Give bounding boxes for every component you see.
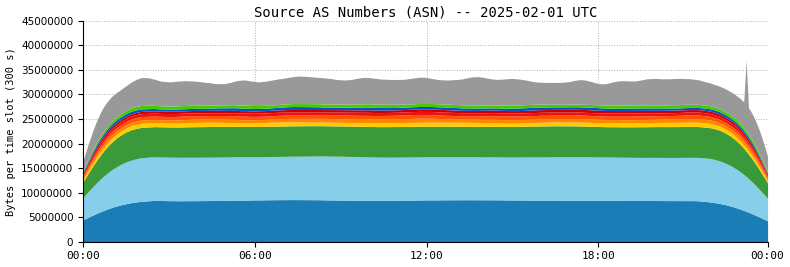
Title: Source AS Numbers (ASN) -- 2025-02-01 UTC: Source AS Numbers (ASN) -- 2025-02-01 UT… [254, 6, 597, 19]
Y-axis label: Bytes per time slot (300 s): Bytes per time slot (300 s) [6, 47, 16, 215]
